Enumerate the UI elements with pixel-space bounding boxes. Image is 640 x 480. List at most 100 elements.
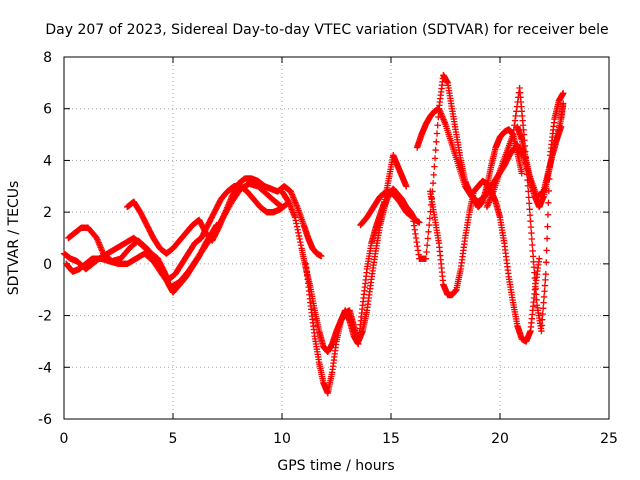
data-point-marker bbox=[529, 253, 537, 260]
data-point-marker bbox=[512, 112, 519, 120]
data-point-marker bbox=[297, 238, 304, 246]
data-point-marker bbox=[532, 280, 539, 287]
data-point-marker bbox=[531, 274, 539, 282]
data-point-marker bbox=[509, 131, 517, 138]
data-point-marker bbox=[526, 206, 533, 213]
data-point-marker bbox=[422, 255, 430, 262]
data-point-marker bbox=[536, 255, 543, 262]
data-point-marker bbox=[525, 194, 532, 201]
x-tick-label: 5 bbox=[169, 431, 178, 447]
series-track-9 bbox=[413, 105, 565, 205]
data-point-marker bbox=[431, 155, 439, 162]
y-tick-label: -2 bbox=[38, 309, 52, 325]
data-point-marker bbox=[425, 221, 433, 229]
data-point-marker bbox=[432, 146, 439, 154]
series-track-6 bbox=[302, 152, 410, 397]
data-point-marker bbox=[541, 288, 548, 295]
series-track-2 bbox=[65, 183, 290, 283]
series-track-8 bbox=[427, 177, 543, 345]
grid-lines bbox=[64, 57, 609, 419]
data-point-marker bbox=[528, 229, 535, 237]
data-point-marker bbox=[539, 316, 546, 323]
data-point-marker bbox=[293, 223, 301, 230]
data-point-marker bbox=[433, 138, 440, 146]
data-point-marker bbox=[318, 252, 325, 260]
data-point-marker bbox=[414, 247, 422, 254]
data-point-marker bbox=[409, 214, 416, 221]
data-point-marker bbox=[513, 108, 520, 115]
data-point-marker bbox=[543, 259, 550, 266]
x-tick-label: 10 bbox=[273, 431, 291, 447]
data-point-marker bbox=[542, 271, 549, 278]
data-point-marker bbox=[430, 171, 437, 179]
data-point-marker bbox=[410, 222, 418, 229]
data-point-marker bbox=[533, 296, 540, 303]
series-track-11 bbox=[514, 100, 567, 211]
y-tick-label: 8 bbox=[43, 50, 52, 66]
data-point-marker bbox=[538, 327, 545, 335]
data-point-marker bbox=[538, 322, 546, 329]
data-point-marker bbox=[295, 232, 303, 240]
data-point-marker bbox=[544, 211, 552, 218]
data-point-marker bbox=[429, 179, 437, 187]
data-point-marker bbox=[413, 238, 420, 246]
data-point-marker bbox=[526, 200, 533, 207]
data-point-marker bbox=[412, 230, 419, 238]
data-point-marker bbox=[560, 90, 567, 97]
data-point-marker bbox=[532, 285, 539, 293]
data-point-marker bbox=[529, 241, 536, 249]
data-point-marker bbox=[545, 199, 552, 207]
data-point-marker bbox=[530, 258, 537, 265]
data-points bbox=[60, 71, 567, 397]
y-tick-labels: -6 -4 -2 0 2 4 6 8 bbox=[38, 50, 52, 428]
y-tick-label: 4 bbox=[43, 153, 52, 169]
data-point-marker bbox=[526, 212, 534, 219]
data-point-marker bbox=[528, 235, 536, 243]
data-point-marker bbox=[425, 228, 432, 235]
data-point-marker bbox=[530, 264, 538, 271]
data-point-marker bbox=[527, 217, 534, 225]
data-point-marker bbox=[291, 214, 299, 221]
data-point-marker bbox=[410, 218, 417, 225]
data-point-marker bbox=[294, 226, 301, 233]
data-point-marker bbox=[543, 235, 551, 242]
data-point-marker bbox=[295, 229, 302, 237]
x-tick-label: 25 bbox=[600, 431, 618, 447]
y-tick-label: 2 bbox=[43, 205, 52, 221]
data-point-marker bbox=[542, 276, 549, 284]
data-point-marker bbox=[433, 130, 441, 137]
data-point-marker bbox=[540, 299, 547, 306]
data-point-marker bbox=[539, 310, 546, 318]
axis-ticks bbox=[63, 56, 610, 420]
data-point-marker bbox=[541, 282, 549, 289]
data-point-marker bbox=[527, 223, 535, 231]
data-point-marker bbox=[531, 269, 538, 276]
data-point-marker bbox=[423, 248, 430, 256]
y-tick-label: 0 bbox=[43, 257, 52, 273]
data-point-marker bbox=[416, 219, 423, 226]
y-tick-label: 6 bbox=[43, 102, 52, 118]
data-point-marker bbox=[518, 170, 525, 177]
x-tick-label: 20 bbox=[491, 431, 509, 447]
series-track-4 bbox=[62, 180, 286, 291]
y-tick-label: -6 bbox=[38, 412, 52, 428]
data-point-marker bbox=[411, 226, 418, 233]
data-point-marker bbox=[415, 251, 422, 258]
data-point-marker bbox=[529, 247, 536, 255]
data-point-marker bbox=[560, 100, 567, 107]
data-point-marker bbox=[543, 247, 550, 254]
x-tick-label: 0 bbox=[60, 431, 69, 447]
y-axis-label: SDTVAR / TECUs bbox=[6, 181, 22, 296]
data-point-marker bbox=[434, 122, 441, 129]
data-point-marker bbox=[426, 215, 434, 222]
chart-title: Day 207 of 2023, Sidereal Day-to-day VTE… bbox=[45, 22, 608, 38]
data-point-marker bbox=[297, 242, 305, 249]
data-point-marker bbox=[292, 217, 299, 224]
data-point-marker bbox=[414, 243, 421, 250]
y-tick-label: -4 bbox=[38, 360, 52, 376]
data-point-marker bbox=[544, 223, 551, 230]
data-point-marker bbox=[278, 203, 286, 211]
data-point-marker bbox=[296, 235, 303, 243]
plot-frame bbox=[63, 56, 610, 420]
